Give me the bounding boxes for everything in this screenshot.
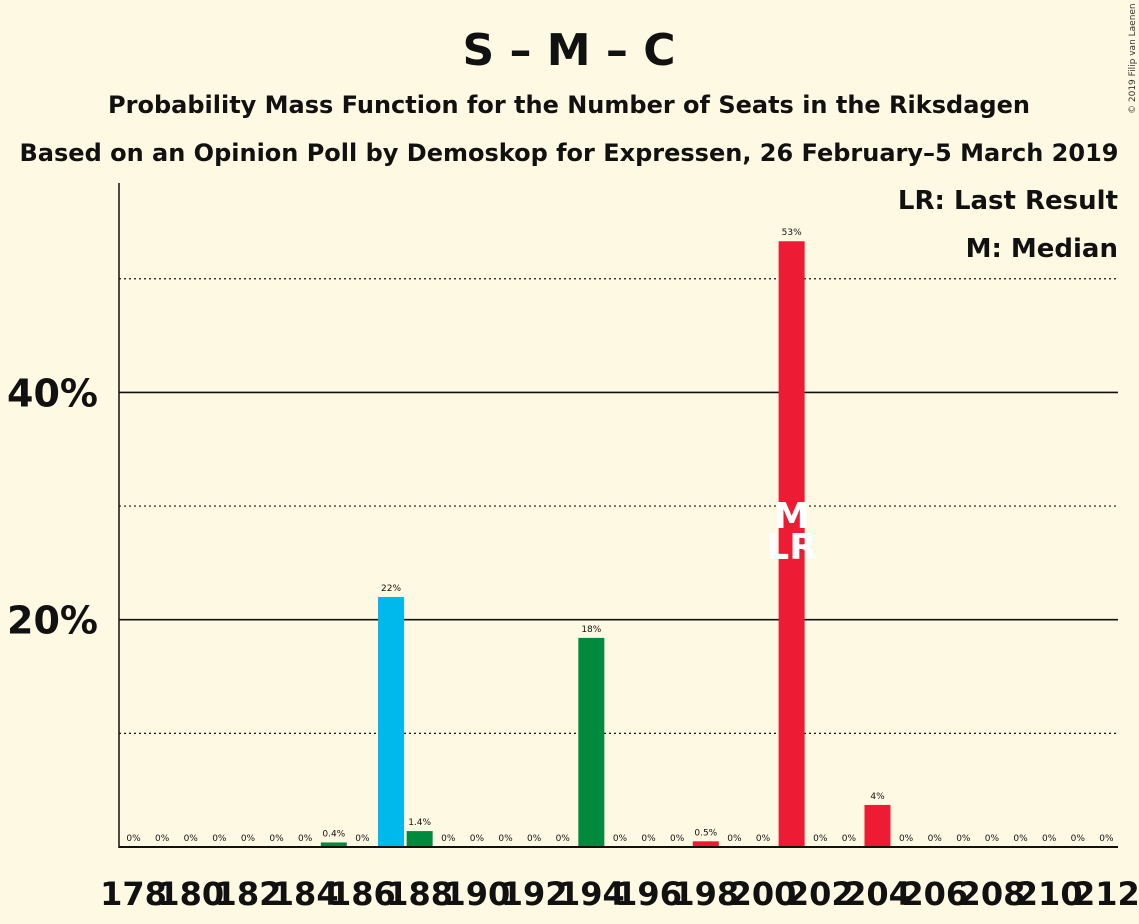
bar-value-label: 0% [1099, 834, 1114, 844]
x-tick-label: 202 [787, 875, 854, 913]
bar-value-label: 0% [727, 834, 742, 844]
bar-value-label: 0% [355, 834, 370, 844]
legend-median: M: Median [966, 234, 1118, 264]
bar-value-label: 22% [381, 584, 401, 594]
bar-value-label: 0.4% [322, 829, 345, 839]
gridlines [119, 278, 1118, 734]
bar-value-label: 0.5% [694, 828, 717, 838]
legend-last-result: LR: Last Result [898, 186, 1118, 216]
y-tick-label: 40% [7, 371, 98, 415]
x-tick-label: 196 [615, 875, 682, 913]
bar-value-label: 0% [556, 834, 571, 844]
x-tick-label: 212 [1073, 875, 1139, 913]
bar-value-label: 0% [155, 834, 170, 844]
chart-subtitle: Probability Mass Function for the Number… [108, 91, 1030, 119]
x-tick-label: 186 [329, 875, 396, 913]
bar-value-label: 0% [1071, 834, 1086, 844]
bar-value-label: 0% [298, 834, 313, 844]
bar-value-label: 0% [241, 834, 256, 844]
bar-value-label: 0% [126, 834, 141, 844]
bar-seat-201 [778, 241, 805, 848]
bar-value-label: 0% [470, 834, 485, 844]
last-result-marker: LR [766, 527, 817, 568]
x-tick-label: 210 [1016, 875, 1083, 913]
x-tick-label: 194 [558, 875, 625, 913]
bar-value-label: 0% [985, 834, 1000, 844]
bar-value-label: 0% [928, 834, 943, 844]
bar-seat-185 [320, 842, 347, 847]
bar-value-label: 0% [441, 834, 456, 844]
y-tick-label: 20% [7, 599, 98, 643]
copyright-notice: © 2019 Filip van Laenen [1128, 3, 1138, 114]
y-axis-tick-labels: 20% 40% [7, 371, 98, 642]
x-tick-label: 190 [443, 875, 510, 913]
bar-value-label: 0% [269, 834, 284, 844]
bar-seat-188 [406, 831, 433, 847]
x-tick-label: 180 [157, 875, 224, 913]
bar-seat-194 [578, 637, 605, 847]
bar-value-label: 0% [527, 834, 542, 844]
bar-seat-187 [378, 596, 405, 847]
x-tick-label: 204 [844, 875, 911, 913]
bar-value-label: 0% [756, 834, 771, 844]
median-marker: M [774, 496, 810, 537]
x-tick-label: 206 [901, 875, 968, 913]
x-tick-label: 178 [100, 875, 167, 913]
bar-value-label: 0% [670, 834, 685, 844]
bar-value-label: 4% [870, 792, 885, 802]
bar-value-label: 0% [956, 834, 971, 844]
bar-value-label: 0% [641, 834, 656, 844]
bar-value-label: 0% [184, 834, 199, 844]
x-tick-label: 192 [501, 875, 568, 913]
x-axis-tick-labels: 1781801821841861881901921941961982002022… [100, 875, 1139, 913]
bar-value-label: 0% [498, 834, 513, 844]
bar-value-label: 0% [1042, 834, 1057, 844]
bar-value-label: 0% [1013, 834, 1028, 844]
bar-value-label: 0% [813, 834, 828, 844]
bar-value-label: 18% [581, 625, 601, 635]
x-tick-label: 198 [672, 875, 739, 913]
bar-value-label: 0% [842, 834, 857, 844]
x-tick-label: 200 [730, 875, 797, 913]
chart-subtitle-2: Based on an Opinion Poll by Demoskop for… [20, 139, 1119, 167]
bar-value-label: 0% [613, 834, 628, 844]
bar-value-labels: 0% 0% 0% 0% 0% 0% 0% 0.4% 0% 22% 1.4% 0% 0% 0% 0% 0% 18%… [126, 228, 1114, 844]
bar-seat-198 [692, 841, 719, 847]
bar-value-label: 53% [782, 228, 802, 238]
bar-value-label: 0% [212, 834, 227, 844]
x-tick-label: 188 [386, 875, 453, 913]
bar-seat-204 [864, 804, 891, 847]
bar-value-label: 0% [899, 834, 914, 844]
x-tick-label: 182 [215, 875, 282, 913]
bar-value-label: 1.4% [408, 818, 431, 828]
bars [320, 241, 891, 848]
chart-title: S – M – C [462, 25, 675, 76]
x-tick-label: 208 [959, 875, 1026, 913]
x-tick-label: 184 [272, 875, 339, 913]
median-last-result-markers: MLR [766, 496, 817, 568]
